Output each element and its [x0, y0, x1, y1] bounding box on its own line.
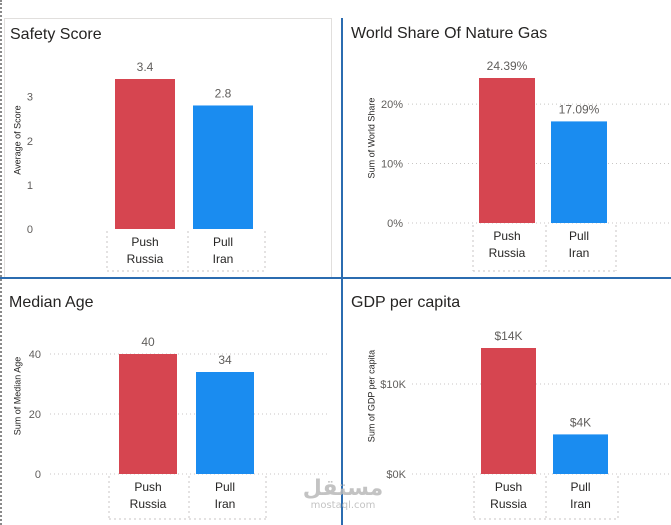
bar-push-russia — [481, 348, 536, 474]
bar-pull-iran — [193, 105, 253, 229]
category-label: Push — [131, 235, 158, 249]
category-label: Pull — [213, 235, 233, 249]
y-tick-label: 0 — [27, 224, 33, 236]
chart-title: Safety Score — [10, 26, 102, 43]
chart-safety-score: Safety Score Average of Score 0 1 2 3 3.4 Push R… — [10, 26, 266, 272]
data-label: 40 — [141, 335, 155, 349]
horizontal-divider — [0, 277, 671, 279]
data-label: 24.39% — [487, 59, 528, 73]
y-tick-label: $10K — [380, 379, 406, 391]
bar-pull-iran — [551, 121, 607, 223]
chart-median-age: Median Age Sum of Median Age 0 20 40 40 Push Ru… — [9, 294, 330, 520]
bar-push-russia — [119, 354, 177, 474]
chart-gdp-per-capita: GDP per capita Sum of GDP per capita $0K $1… — [351, 294, 671, 520]
watermark-arabic: مستقل — [302, 476, 384, 501]
y-tick-label: 10% — [381, 159, 403, 171]
category-label: Russia — [489, 246, 526, 260]
chart-title: Median Age — [9, 294, 94, 311]
world-share-panel: World Share Of Nature Gas Sum of World Sh… — [346, 18, 671, 277]
y-tick-label: $0K — [386, 469, 406, 481]
category-label: Iran — [570, 497, 591, 511]
median-age-panel: Median Age Sum of Median Age 0 20 40 40 Push Ru… — [4, 280, 340, 525]
y-tick-label: 0% — [387, 218, 403, 230]
category-label: Push — [134, 480, 161, 494]
vertical-divider — [341, 18, 343, 525]
data-label: 17.09% — [559, 102, 600, 116]
data-label: $4K — [570, 415, 591, 429]
category-label: Russia — [490, 497, 527, 511]
y-tick-label: 3 — [27, 92, 33, 104]
y-tick-label: 40 — [29, 349, 41, 361]
watermark: مستقل mostaql.com — [288, 478, 398, 512]
category-label: Russia — [127, 252, 164, 266]
data-label: 34 — [218, 353, 232, 367]
left-dotted-edge — [0, 0, 2, 525]
y-tick-label: 2 — [27, 136, 33, 148]
category-label: Iran — [213, 252, 234, 266]
category-label: Russia — [130, 497, 167, 511]
data-label: $14K — [494, 329, 522, 343]
category-label: Iran — [569, 246, 590, 260]
chart-world-share-of-nature-gas: World Share Of Nature Gas Sum of World Sh… — [351, 25, 671, 272]
data-label: 3.4 — [137, 60, 154, 74]
gdp-per-capita-panel: GDP per capita Sum of GDP per capita $0K $1… — [346, 280, 671, 525]
bar-push-russia — [115, 79, 175, 229]
y-axis-label: Sum of Median Age — [12, 357, 22, 436]
y-axis-label: Sum of GDP per capita — [366, 350, 376, 442]
y-axis-label: Average of Score — [12, 105, 22, 174]
category-label: Pull — [569, 229, 589, 243]
category-label: Push — [493, 229, 520, 243]
watermark-latin: mostaql.com — [310, 500, 376, 511]
y-tick-label: 20% — [381, 99, 403, 111]
safety-score-panel: Safety Score Average of Score 0 1 2 3 3.4 Push R… — [4, 18, 332, 278]
y-axis-label: Sum of World Share — [366, 98, 376, 179]
category-label: Pull — [570, 480, 590, 494]
chart-title: World Share Of Nature Gas — [351, 25, 547, 42]
y-tick-label: 1 — [27, 180, 33, 192]
bar-pull-iran — [553, 434, 608, 474]
category-label: Iran — [215, 497, 236, 511]
y-tick-label: 0 — [35, 469, 41, 481]
bar-pull-iran — [196, 372, 254, 474]
chart-title: GDP per capita — [351, 294, 460, 311]
category-label: Pull — [215, 480, 235, 494]
y-tick-label: 20 — [29, 409, 41, 421]
bar-push-russia — [479, 78, 535, 223]
category-label: Push — [495, 480, 522, 494]
data-label: 2.8 — [215, 86, 232, 100]
